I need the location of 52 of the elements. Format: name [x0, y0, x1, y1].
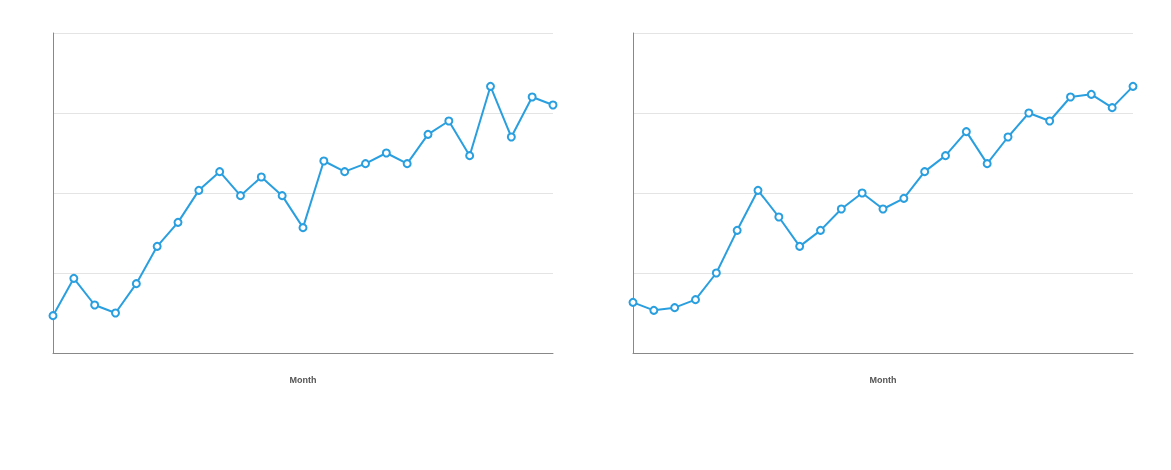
x-axis-title: Month: [869, 374, 897, 385]
point: [816, 225, 825, 235]
point: [381, 148, 391, 158]
point: [920, 167, 930, 177]
point: [152, 241, 162, 251]
point: [711, 268, 721, 278]
point: [670, 303, 680, 313]
point: [1086, 89, 1096, 99]
point: [194, 185, 204, 195]
point: [1107, 103, 1117, 113]
point: [465, 151, 475, 161]
point: [1066, 92, 1075, 102]
point: [173, 217, 183, 227]
point: [69, 273, 79, 283]
point: [277, 191, 287, 201]
point: [256, 172, 266, 182]
point: [628, 297, 638, 307]
point: [444, 116, 454, 126]
point: [941, 151, 950, 161]
point: [899, 193, 909, 203]
point: [878, 204, 888, 214]
point: [111, 308, 120, 318]
point: [319, 156, 329, 166]
point: [691, 295, 700, 305]
point: [1003, 132, 1013, 142]
point: [1128, 81, 1138, 91]
point: [774, 212, 784, 222]
point: [1045, 116, 1055, 126]
point: [298, 223, 308, 233]
point: [340, 167, 350, 177]
point: [1024, 108, 1034, 118]
point: [402, 159, 412, 169]
point: [361, 159, 370, 169]
point: [90, 300, 100, 310]
point: [732, 225, 742, 235]
point: [753, 185, 763, 195]
point: [215, 167, 225, 177]
point: [857, 188, 867, 198]
point: [527, 92, 537, 102]
point: [131, 279, 141, 289]
point: [982, 159, 992, 169]
point: [423, 129, 433, 139]
point: [486, 81, 495, 91]
point: [48, 311, 58, 321]
point: [836, 204, 846, 214]
point: [649, 305, 659, 315]
point: [961, 127, 971, 137]
point: [795, 241, 805, 251]
point: [548, 100, 558, 110]
x-axis-title: Month: [289, 374, 317, 385]
point: [506, 132, 516, 142]
point: [236, 191, 245, 201]
